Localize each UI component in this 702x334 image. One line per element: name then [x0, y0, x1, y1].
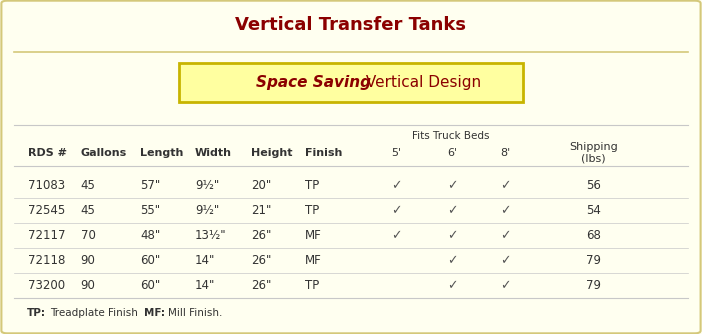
Text: TP: TP	[305, 204, 319, 217]
Text: 26": 26"	[251, 254, 272, 267]
Text: MF: MF	[305, 254, 322, 267]
Text: 72118: 72118	[28, 254, 65, 267]
Text: 72545: 72545	[28, 204, 65, 217]
Text: 73200: 73200	[28, 279, 65, 292]
Text: ✓: ✓	[392, 204, 402, 217]
Text: ✓: ✓	[501, 204, 510, 217]
Text: 72117: 72117	[28, 229, 65, 242]
Text: MF:: MF:	[144, 308, 165, 318]
Text: TP: TP	[305, 179, 319, 192]
Text: 21": 21"	[251, 204, 272, 217]
Text: Width: Width	[195, 148, 232, 158]
Text: ✓: ✓	[448, 179, 458, 192]
Text: ✓: ✓	[501, 254, 510, 267]
Text: 60": 60"	[140, 279, 161, 292]
Text: Finish: Finish	[305, 148, 343, 158]
Text: 60": 60"	[140, 254, 161, 267]
Text: ✓: ✓	[501, 229, 510, 242]
Bar	[11, 52, 691, 329]
Text: 26": 26"	[251, 279, 272, 292]
Text: Gallons: Gallons	[81, 148, 127, 158]
Text: RDS #: RDS #	[28, 148, 67, 158]
Text: TP:: TP:	[27, 308, 46, 318]
Text: ✓: ✓	[448, 229, 458, 242]
Text: ✓: ✓	[501, 179, 510, 192]
Text: 56: 56	[585, 179, 601, 192]
Text: 70: 70	[81, 229, 95, 242]
Text: ✓: ✓	[448, 204, 458, 217]
Text: 79: 79	[585, 279, 601, 292]
Text: Length: Length	[140, 148, 184, 158]
Text: 14": 14"	[195, 279, 216, 292]
Text: ✓: ✓	[501, 279, 510, 292]
Text: Treadplate Finish: Treadplate Finish	[51, 308, 138, 318]
Text: 9½": 9½"	[195, 204, 220, 217]
Text: 54: 54	[585, 204, 601, 217]
Text: ✓: ✓	[392, 229, 402, 242]
Text: 68: 68	[585, 229, 601, 242]
Text: MF: MF	[305, 229, 322, 242]
Text: 20": 20"	[251, 179, 272, 192]
Text: Vertical Design: Vertical Design	[361, 75, 481, 90]
Text: Vertical Transfer Tanks: Vertical Transfer Tanks	[235, 16, 467, 34]
Text: 48": 48"	[140, 229, 161, 242]
Text: 45: 45	[81, 179, 95, 192]
Text: 57": 57"	[140, 179, 161, 192]
Text: 9½": 9½"	[195, 179, 220, 192]
Text: 26": 26"	[251, 229, 272, 242]
Text: 5': 5'	[392, 148, 402, 158]
Text: 45: 45	[81, 204, 95, 217]
Text: ✓: ✓	[448, 254, 458, 267]
FancyBboxPatch shape	[179, 63, 523, 102]
Text: Mill Finish.: Mill Finish.	[168, 308, 223, 318]
Text: 79: 79	[585, 254, 601, 267]
Text: TP: TP	[305, 279, 319, 292]
Text: ✓: ✓	[448, 279, 458, 292]
Text: 71083: 71083	[28, 179, 65, 192]
Text: 8': 8'	[501, 148, 510, 158]
Text: 90: 90	[81, 279, 95, 292]
Text: 55": 55"	[140, 204, 161, 217]
Text: 90: 90	[81, 254, 95, 267]
Text: 6': 6'	[448, 148, 458, 158]
Text: ✓: ✓	[392, 179, 402, 192]
Text: 13½": 13½"	[195, 229, 227, 242]
Text: Shipping
(lbs): Shipping (lbs)	[569, 142, 618, 163]
Text: Fits Truck Beds: Fits Truck Beds	[412, 131, 490, 141]
Text: 14": 14"	[195, 254, 216, 267]
Text: Space Saving: Space Saving	[256, 75, 371, 90]
Text: Height: Height	[251, 148, 293, 158]
